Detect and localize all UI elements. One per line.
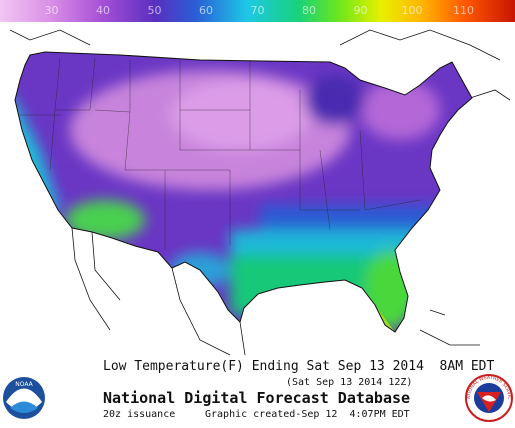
- legend-label: 40: [96, 4, 110, 17]
- legend-label: 110: [453, 4, 474, 17]
- issuance: 20z issuance: [103, 409, 175, 420]
- legend-label: 50: [148, 4, 162, 17]
- noaa-logo: NOAA: [3, 377, 45, 419]
- borders: [9, 29, 511, 356]
- caption: Low Temperature(F) Ending Sat Sep 13 201…: [103, 359, 495, 420]
- state-lines: [20, 57, 421, 250]
- created: Graphic created-Sep 12 4:07PM EDT: [205, 409, 410, 420]
- legend-label: 70: [251, 4, 265, 17]
- caption-title: National Digital Forecast Database: [103, 389, 410, 407]
- legend: 30 40 50 60 70 80 90 100 110: [45, 4, 475, 17]
- legend-label: 100: [402, 4, 423, 17]
- noaa-text: NOAA: [15, 381, 33, 388]
- caption-line2: (Sat Sep 13 2014 12Z): [286, 377, 412, 388]
- legend-label: 80: [302, 4, 316, 17]
- legend-label: 60: [199, 4, 213, 17]
- legend-label: 90: [354, 4, 368, 17]
- legend-label: 30: [45, 4, 59, 17]
- caption-line1: Low Temperature(F) Ending Sat Sep 13 201…: [103, 359, 495, 374]
- color-scale: [0, 0, 515, 22]
